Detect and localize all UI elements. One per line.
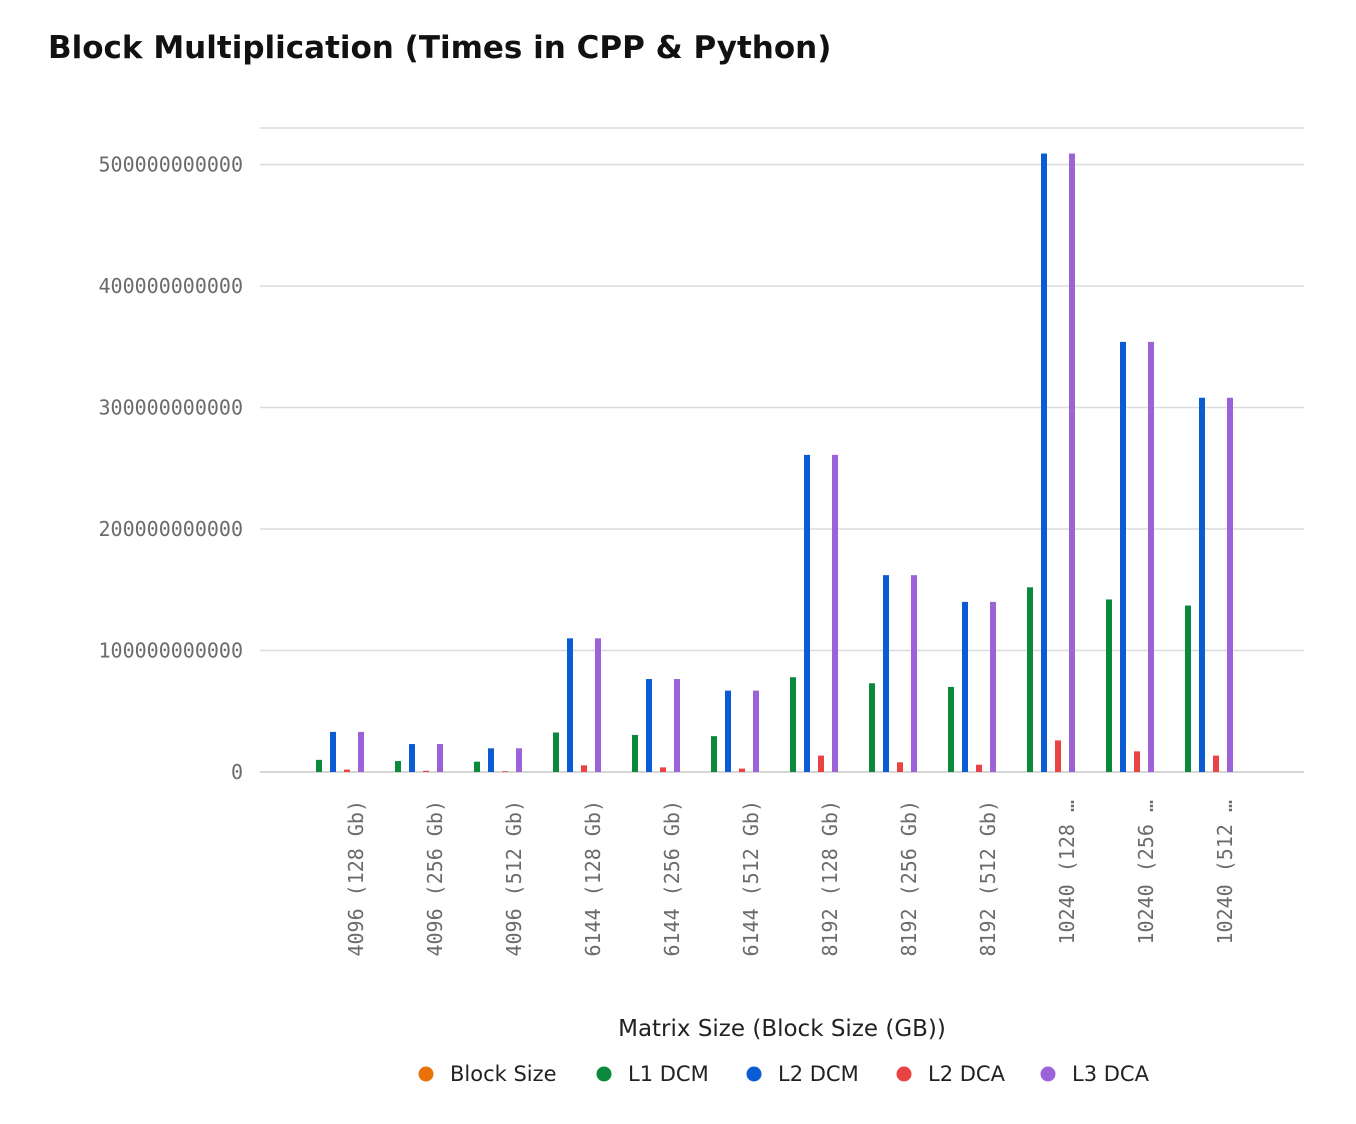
bar-l2-dca (581, 765, 587, 772)
legend[interactable]: Block Size L1 DCM L2 DCM L2 DCA L3 DCA (418, 1062, 1150, 1086)
legend-label: L1 DCM (628, 1062, 709, 1086)
bar-l2-dca (818, 755, 824, 772)
bar-l3-dca (437, 744, 443, 772)
x-tick-label: 10240 (256 … (1134, 800, 1158, 945)
legend-item-l1-dcm[interactable]: L1 DCM (596, 1062, 709, 1086)
bar-l2-dca (1055, 740, 1061, 772)
bar-l2-dca (1134, 751, 1140, 772)
bar-l3-dca (674, 679, 680, 772)
bar-l2-dcm (330, 731, 336, 772)
bars (316, 153, 1233, 773)
y-axis-ticks: 0 100000000000 200000000000 300000000000 400… (99, 152, 244, 784)
legend-label: L2 DCA (928, 1062, 1006, 1086)
bar-l1-dcm (1106, 599, 1112, 772)
bar-l2-dcm (962, 601, 968, 772)
bar-l2-dca (502, 771, 508, 772)
bar-l2-dcm (883, 575, 889, 772)
bar-l1-dcm (948, 686, 954, 772)
grid-lines (260, 127, 1304, 773)
x-tick-label: 6144 (256 Gb) (660, 800, 684, 957)
x-tick-label: 10240 (128 … (1055, 800, 1079, 945)
x-tick-label: 10240 (512 … (1213, 800, 1237, 945)
y-tick-label: 300000000000 (99, 395, 244, 419)
x-tick-label: 6144 (128 Gb) (581, 800, 605, 957)
x-tick-label: 8192 (128 Gb) (818, 800, 842, 957)
bar-l2-dca (976, 764, 982, 772)
legend-marker (596, 1066, 612, 1082)
bar-l2-dca (897, 762, 903, 772)
legend-label: L2 DCM (778, 1062, 859, 1086)
bar-l1-dcm (474, 761, 480, 772)
x-axis-ticks: 4096 (128 Gb) 4096 (256 Gb) 4096 (512 Gb) 6… (344, 800, 1237, 957)
legend-item-block-size[interactable]: Block Size (418, 1062, 557, 1086)
bar-l3-dca (990, 601, 996, 772)
bar-l3-dca (595, 638, 601, 772)
y-tick-label: 100000000000 (99, 638, 244, 662)
legend-item-l3-dca[interactable]: L3 DCA (1040, 1062, 1150, 1086)
bar-l3-dca (753, 690, 759, 772)
bar-l2-dcm (1041, 153, 1047, 773)
bar-l3-dca (1148, 341, 1154, 772)
bar-l1-dcm (553, 732, 559, 772)
bar-l3-dca (516, 748, 522, 772)
x-tick-label: 4096 (128 Gb) (344, 800, 368, 957)
bar-l2-dcm (1199, 397, 1205, 772)
bar-l3-dca (358, 731, 364, 772)
bar-l2-dca (344, 769, 350, 772)
bar-l1-dcm (869, 683, 875, 772)
bar-l2-dcm (1120, 341, 1126, 772)
bar-l1-dcm (1027, 587, 1033, 772)
x-tick-label: 8192 (512 Gb) (976, 800, 1000, 957)
bar-l3-dca (832, 454, 838, 772)
bar-l3-dca (911, 575, 917, 772)
legend-marker (418, 1066, 434, 1082)
bar-l1-dcm (316, 759, 322, 772)
chart-title: Block Multiplication (Times in CPP & Pyt… (48, 30, 832, 66)
legend-item-l2-dcm[interactable]: L2 DCM (746, 1062, 859, 1086)
legend-marker (1040, 1066, 1056, 1082)
bar-l1-dcm (395, 761, 401, 772)
bar-l2-dca (739, 768, 745, 772)
x-tick-label: 8192 (256 Gb) (897, 800, 921, 957)
bar-l1-dcm (1185, 605, 1191, 772)
y-tick-label: 500000000000 (99, 152, 244, 176)
x-tick-label: 4096 (256 Gb) (423, 800, 447, 957)
bar-l2-dcm (409, 744, 415, 772)
bar-l2-dca (423, 770, 429, 772)
legend-label: Block Size (450, 1062, 557, 1086)
y-tick-label: 200000000000 (99, 517, 244, 541)
bar-l3-dca (1227, 397, 1233, 772)
bar-l1-dcm (711, 736, 717, 772)
bar-l2-dca (1213, 755, 1219, 772)
x-tick-label: 4096 (512 Gb) (502, 800, 526, 957)
bar-l1-dcm (632, 734, 638, 772)
bar-l2-dca (660, 767, 666, 772)
x-tick-label: 6144 (512 Gb) (739, 800, 763, 957)
bar-l2-dcm (646, 679, 652, 772)
legend-marker (746, 1066, 762, 1082)
bar-l2-dcm (725, 690, 731, 772)
legend-item-l2-dca[interactable]: L2 DCA (896, 1062, 1006, 1086)
y-tick-label: 400000000000 (99, 274, 244, 298)
x-axis-label: Matrix Size (Block Size (GB)) (618, 1016, 946, 1042)
legend-marker (896, 1066, 912, 1082)
bar-l1-dcm (790, 677, 796, 772)
legend-label: L3 DCA (1072, 1062, 1150, 1086)
bar-l2-dcm (488, 748, 494, 772)
bar-l3-dca (1069, 153, 1075, 773)
bar-l2-dcm (804, 454, 810, 772)
bar-l2-dcm (567, 638, 573, 772)
y-tick-label: 0 (231, 760, 243, 784)
